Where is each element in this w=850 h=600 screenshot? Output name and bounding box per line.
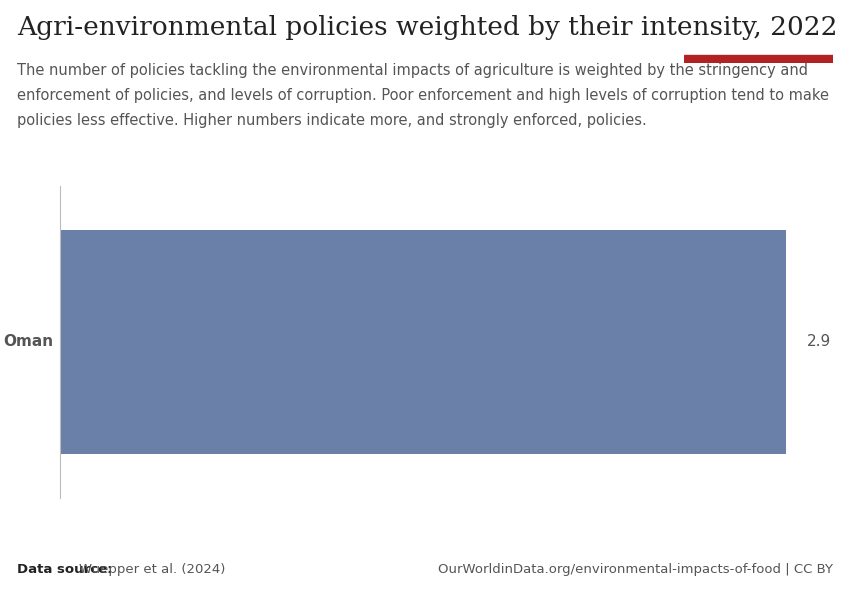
Text: enforcement of policies, and levels of corruption. Poor enforcement and high lev: enforcement of policies, and levels of c… [17,88,829,103]
Text: Wuepper et al. (2024): Wuepper et al. (2024) [79,563,225,576]
Bar [684,55,833,63]
Text: Data source:: Data source: [17,563,112,576]
Text: Our World: Our World [725,17,792,31]
Text: Agri-environmental policies weighted by their intensity, 2022: Agri-environmental policies weighted by … [17,15,837,40]
Text: 2.9: 2.9 [807,334,830,349]
Bar [60,230,786,454]
Text: in Data: in Data [734,36,783,49]
Text: Oman: Oman [3,334,54,349]
Text: policies less effective. Higher numbers indicate more, and strongly enforced, po: policies less effective. Higher numbers … [17,113,647,128]
Text: The number of policies tackling the environmental impacts of agriculture is weig: The number of policies tackling the envi… [17,63,808,78]
Text: OurWorldinData.org/environmental-impacts-of-food | CC BY: OurWorldinData.org/environmental-impacts… [438,563,833,576]
